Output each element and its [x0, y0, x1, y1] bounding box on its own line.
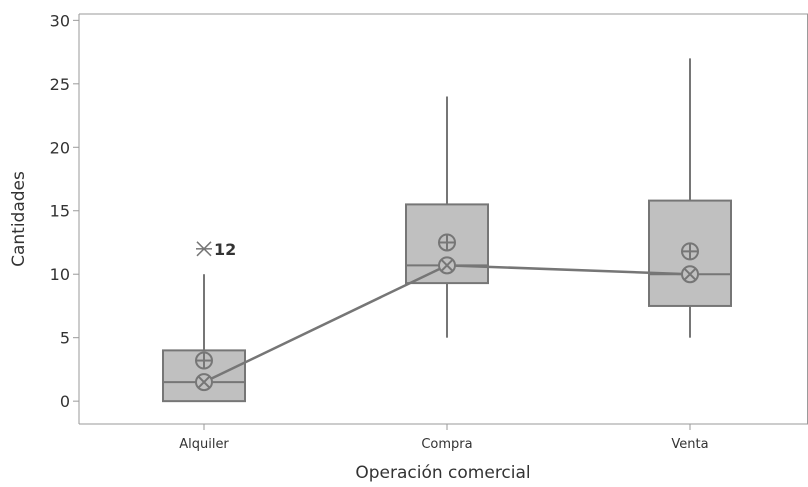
marker-group: 12	[195, 233, 699, 392]
mean-marker	[438, 233, 456, 252]
outlier-label: 12	[214, 240, 236, 259]
y-tick-label: 25	[50, 75, 70, 94]
x-tick-label: Compra	[421, 437, 472, 452]
y-tick-label: 10	[50, 265, 70, 284]
x-tick-label: Alquiler	[179, 437, 229, 452]
y-tick-label: 5	[60, 329, 70, 348]
outlier-marker	[196, 241, 212, 257]
y-axis-ticks: 0 5 10 15 20 25 30	[50, 11, 79, 411]
mean-marker	[681, 242, 699, 261]
median-marker	[195, 373, 213, 392]
median-marker	[681, 265, 699, 284]
y-tick-label: 0	[60, 392, 70, 411]
box-series	[162, 58, 732, 403]
y-tick-label: 20	[50, 138, 70, 157]
x-axis-ticks: Alquiler Compra Venta	[179, 424, 709, 452]
y-tick-label: 15	[50, 202, 70, 221]
x-axis-title: Operación comercial	[355, 463, 530, 483]
mean-marker	[195, 351, 213, 370]
median-marker	[438, 256, 456, 275]
y-tick-label: 30	[50, 11, 70, 30]
x-tick-label: Venta	[671, 437, 708, 452]
y-axis-title: Cantidades	[9, 171, 29, 267]
